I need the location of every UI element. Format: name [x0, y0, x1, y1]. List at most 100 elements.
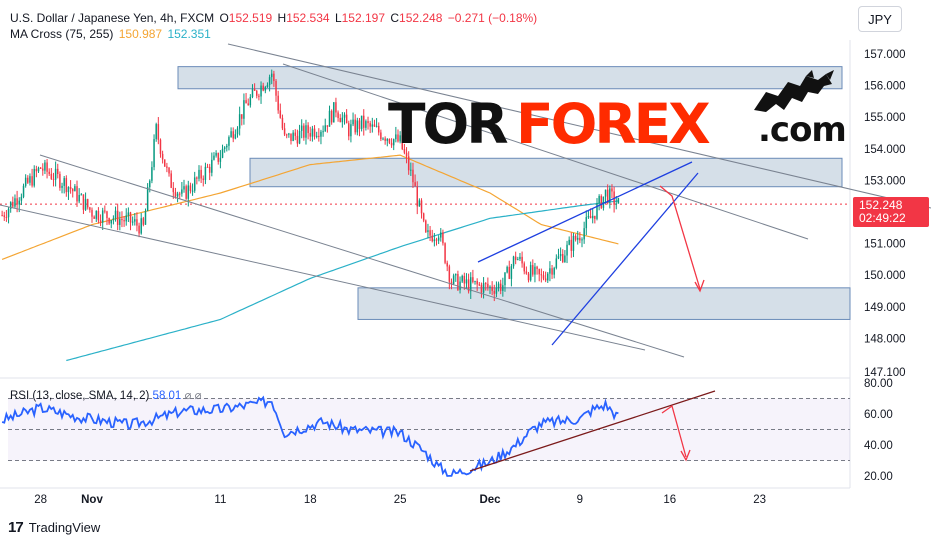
candle-body: [121, 218, 123, 221]
candle-body: [226, 145, 228, 148]
candle-body: [444, 243, 446, 263]
candle-body: [155, 124, 157, 140]
watermark-com: .com: [758, 110, 847, 150]
candle-body: [245, 100, 247, 104]
candle-body: [95, 210, 98, 219]
candle-body: [450, 281, 453, 285]
symbol-legend[interactable]: U.S. Dollar / Japanese Yen, 4h, FXCM O15…: [10, 11, 538, 25]
candle-body: [360, 115, 363, 129]
candle-body: [270, 73, 273, 78]
candle-body: [611, 188, 613, 192]
candle-body: [609, 188, 611, 203]
candle-body: [281, 117, 284, 129]
candle-body: [318, 135, 320, 137]
candle-body: [377, 125, 380, 133]
rsi-tick-label: 40.00: [864, 440, 893, 452]
candle-body: [333, 102, 335, 123]
high-value: 152.534: [286, 11, 330, 25]
candle-body: [354, 119, 356, 133]
candle-body: [557, 256, 560, 259]
candle-body: [232, 131, 234, 139]
candle-body: [581, 239, 583, 241]
candle-body: [131, 221, 134, 223]
candle-body: [16, 198, 18, 205]
candle-body: [371, 124, 374, 127]
currency-button[interactable]: JPY: [858, 6, 902, 32]
candle-body: [303, 125, 305, 138]
candle-body: [356, 120, 359, 133]
candle-body: [134, 219, 136, 222]
rsi-pane: [1, 390, 850, 477]
candle-body: [467, 279, 470, 292]
candle-body: [200, 169, 202, 179]
candle-body: [24, 177, 27, 186]
supply-demand-zones: [177, 66, 851, 320]
candle-body: [514, 256, 517, 260]
rsi-label: RSI (13, close, SMA, 14, 2): [10, 390, 150, 402]
ma-legend[interactable]: MA Cross (75, 255) 150.987 152.351: [10, 27, 211, 41]
tradingview-name: TradingView: [28, 520, 101, 535]
candle-body: [425, 220, 427, 233]
price-tick-label: 153.000: [864, 175, 906, 187]
candle-body: [484, 283, 487, 285]
candle-body: [99, 220, 102, 223]
candle-body: [5, 216, 8, 218]
candle-body: [236, 128, 239, 135]
candle-body: [324, 125, 326, 132]
candle-body: [410, 169, 412, 171]
candle-body: [292, 132, 294, 141]
candle-body: [395, 134, 397, 140]
candle-body: [320, 131, 322, 137]
candle-body: [101, 210, 104, 223]
tradingview-branding[interactable]: 17 TradingView: [8, 519, 100, 536]
candle-body: [478, 284, 481, 286]
candle-body: [465, 279, 468, 284]
candle-body: [249, 97, 252, 106]
candle-body: [476, 280, 478, 285]
candle-body: [305, 125, 307, 138]
trend-line: [39, 154, 685, 358]
candle-body: [617, 198, 620, 204]
candle-body: [76, 186, 78, 202]
candle-body: [116, 210, 119, 225]
candle-body: [181, 189, 183, 194]
candle-body: [142, 218, 145, 225]
candle-body: [534, 266, 536, 275]
price-tick-label: 150.000: [864, 270, 906, 282]
candle-body: [551, 268, 553, 275]
candle-body: [89, 207, 91, 210]
ma-fast-value: 150.987: [118, 27, 163, 41]
rsi-legend[interactable]: RSI (13, close, SMA, 14, 2) 58.01 ⌀ ⌀: [10, 388, 202, 402]
candle-body: [93, 216, 95, 219]
candle-body: [110, 220, 113, 224]
candle-body: [358, 120, 361, 129]
trend-line: [227, 43, 931, 209]
candle-body: [37, 167, 40, 172]
candle-body: [427, 230, 429, 233]
candle-body: [602, 196, 605, 208]
candle-body: [497, 283, 500, 288]
ma-label: MA Cross (75, 255): [10, 27, 114, 41]
candle-body: [29, 176, 31, 183]
candle-body: [20, 196, 23, 201]
time-tick-label: 23: [753, 494, 766, 506]
candle-body: [108, 218, 110, 224]
candle-body: [420, 200, 423, 214]
price-tick-label: 157.000: [864, 49, 906, 61]
candle-body: [547, 273, 549, 281]
candle-body: [422, 213, 425, 221]
candle-body: [418, 200, 421, 207]
candle-body: [164, 159, 166, 167]
candlesticks: [1, 69, 620, 302]
candle-body: [39, 167, 42, 169]
candle-body: [1, 215, 3, 217]
candle-body: [54, 168, 57, 180]
candle-body: [296, 135, 299, 144]
open-value: 152.519: [228, 11, 273, 25]
candle-body: [151, 167, 153, 181]
candle-body: [275, 81, 277, 96]
candle-body: [125, 215, 127, 222]
candle-body: [442, 232, 444, 244]
